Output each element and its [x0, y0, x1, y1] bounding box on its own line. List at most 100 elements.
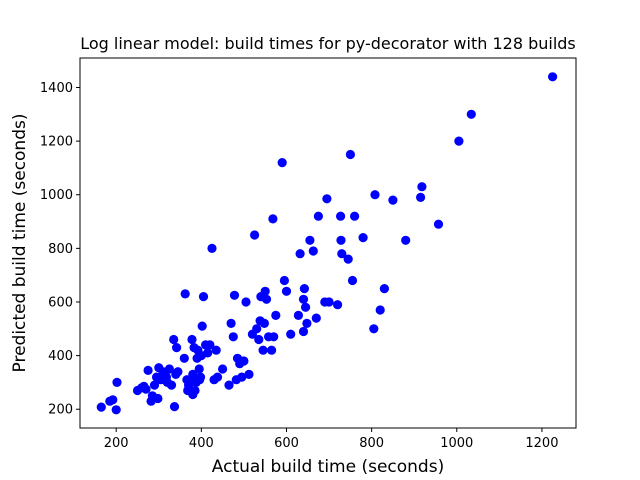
data-point — [250, 230, 260, 240]
data-point — [141, 384, 151, 394]
data-point — [279, 275, 289, 286]
data-point — [336, 235, 346, 245]
data-point — [337, 249, 347, 259]
data-point — [239, 356, 249, 366]
data-point — [286, 329, 296, 339]
data-point — [96, 402, 106, 412]
data-point — [345, 149, 355, 160]
data-point — [169, 334, 179, 345]
data-point — [298, 294, 309, 304]
data-point — [271, 310, 281, 320]
data-point — [370, 190, 380, 200]
data-point — [149, 380, 160, 390]
data-point — [226, 318, 236, 328]
data-point — [212, 372, 223, 382]
data-point — [336, 211, 346, 221]
data-point — [260, 286, 270, 296]
data-point — [401, 235, 411, 245]
y-tick-label: 200 — [48, 403, 73, 418]
data-point — [350, 211, 360, 221]
data-point — [195, 372, 206, 382]
y-tick-label: 600 — [48, 295, 73, 310]
chart-title: Log linear model: build times for py-dec… — [80, 34, 576, 53]
data-point — [417, 182, 427, 192]
data-point — [466, 109, 476, 119]
data-point — [369, 324, 379, 334]
data-point — [143, 365, 153, 375]
data-point — [298, 326, 309, 337]
data-point — [259, 318, 269, 328]
data-point — [267, 345, 277, 355]
data-point — [379, 284, 389, 294]
data-point — [111, 405, 121, 415]
data-point — [299, 284, 309, 294]
data-point — [211, 345, 221, 355]
data-point — [416, 192, 426, 202]
data-point — [187, 334, 197, 345]
x-axis-title: Actual build time (seconds) — [212, 457, 444, 477]
data-point — [153, 393, 163, 404]
data-point — [252, 324, 262, 334]
data-point — [228, 332, 238, 342]
x-tick-label: 1000 — [440, 436, 473, 451]
data-point — [197, 321, 207, 331]
data-point — [188, 369, 198, 379]
data-point — [198, 292, 209, 302]
data-point — [358, 233, 368, 243]
data-point — [454, 136, 464, 146]
x-tick-label: 1200 — [525, 436, 558, 451]
data-point — [324, 297, 334, 307]
data-point — [261, 294, 272, 304]
data-point — [164, 364, 174, 374]
y-axis-ticks: 200 400 600 800 1000 1200 1400 — [40, 81, 80, 418]
data-point — [172, 343, 182, 353]
data-point — [548, 72, 558, 82]
y-tick-label: 800 — [48, 242, 73, 257]
y-tick-label: 1400 — [40, 81, 73, 96]
data-point — [347, 275, 358, 286]
data-point — [229, 290, 240, 300]
x-tick-label: 200 — [104, 436, 129, 451]
data-point — [194, 364, 204, 374]
data-point — [277, 158, 287, 168]
data-point — [169, 402, 180, 412]
data-point — [203, 348, 213, 358]
data-point — [218, 364, 228, 374]
data-point — [305, 235, 315, 245]
data-point — [258, 345, 268, 355]
x-tick-label: 400 — [189, 436, 214, 451]
data-point — [333, 300, 343, 310]
data-point — [433, 219, 444, 229]
data-point — [108, 395, 118, 405]
y-axis-title: Predicted build time (seconds) — [10, 114, 30, 373]
y-tick-label: 1000 — [40, 188, 73, 203]
data-point — [343, 254, 353, 264]
data-point — [205, 340, 215, 350]
data-point — [179, 353, 189, 363]
data-point — [180, 289, 190, 299]
data-point — [269, 332, 279, 342]
x-tick-label: 800 — [359, 436, 384, 451]
data-point — [207, 243, 217, 253]
data-point — [281, 286, 292, 296]
data-point — [241, 297, 251, 307]
data-point — [313, 211, 323, 221]
data-point — [190, 385, 200, 396]
data-point — [388, 195, 398, 205]
data-point — [311, 313, 321, 323]
x-tick-label: 600 — [274, 436, 299, 451]
data-point — [295, 249, 305, 259]
data-point — [302, 318, 312, 328]
data-point — [224, 380, 234, 390]
data-point — [166, 380, 177, 390]
y-tick-label: 400 — [48, 349, 73, 364]
data-points — [96, 72, 558, 415]
data-point — [112, 377, 122, 387]
data-point — [293, 310, 303, 320]
data-point — [375, 305, 385, 315]
data-point — [268, 214, 278, 224]
data-point — [301, 302, 311, 312]
y-tick-label: 1200 — [40, 135, 73, 150]
data-point — [308, 246, 318, 256]
